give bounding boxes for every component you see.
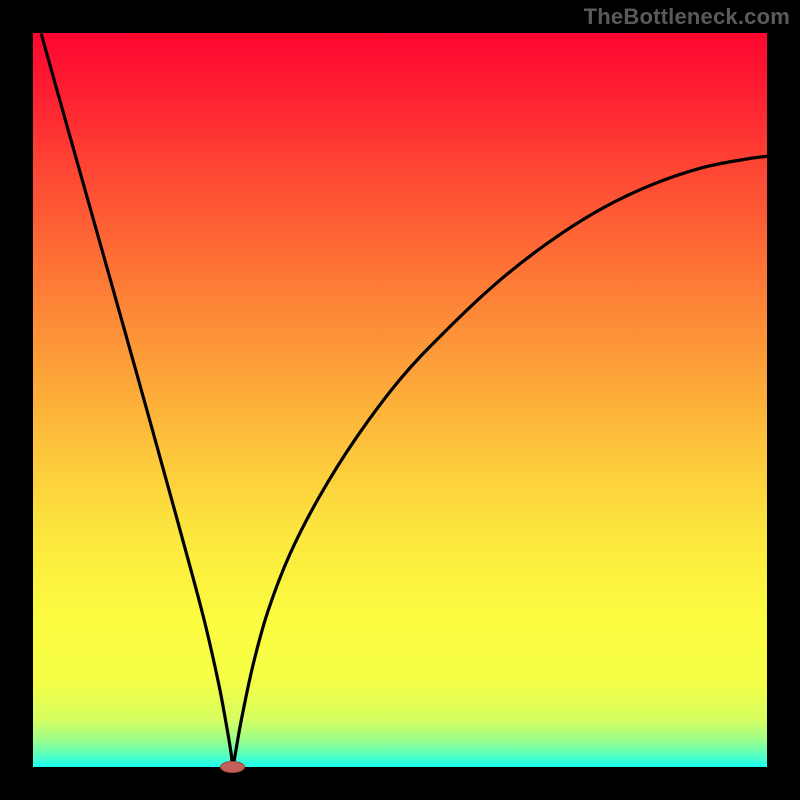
watermark-text: TheBottleneck.com: [584, 4, 790, 30]
chart-frame: TheBottleneck.com: [0, 0, 800, 800]
plot-area: [33, 33, 767, 767]
optimal-marker: [220, 761, 245, 773]
curve-layer: [33, 33, 767, 767]
bottleneck-curve: [41, 34, 767, 767]
